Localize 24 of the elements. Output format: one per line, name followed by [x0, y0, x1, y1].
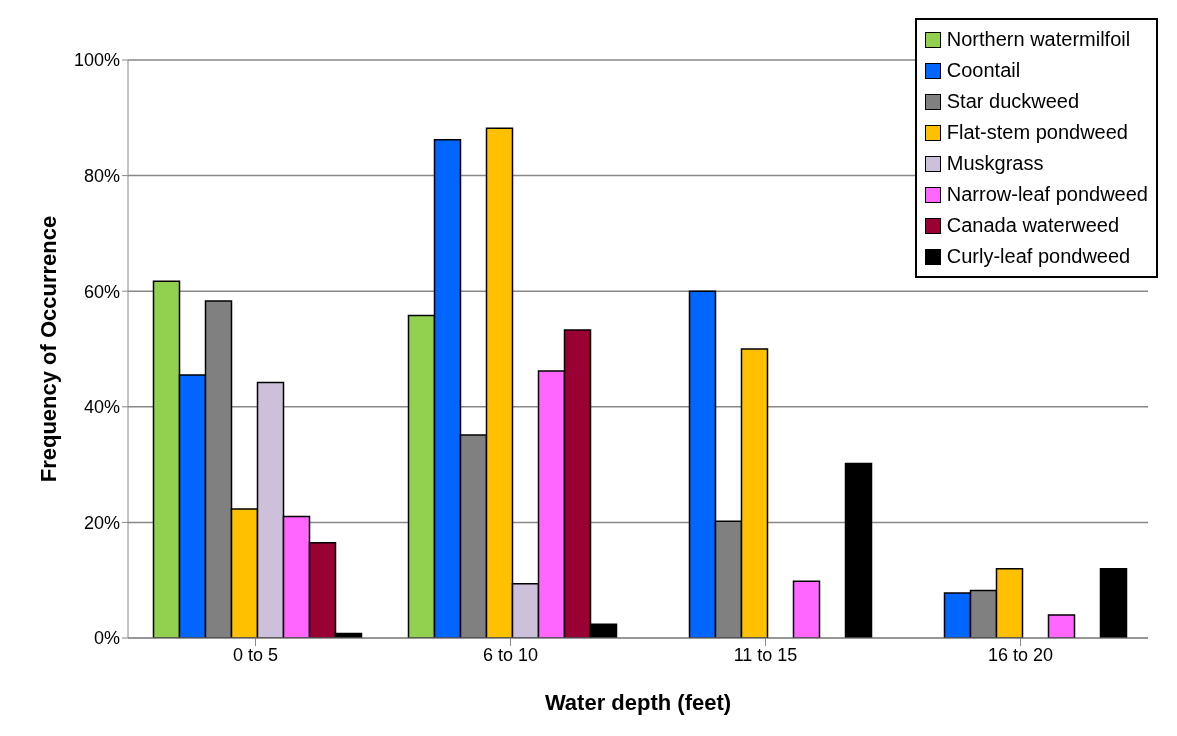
- legend-label: Canada waterweed: [946, 213, 1120, 238]
- legend-label: Coontail: [946, 58, 1021, 83]
- y-tick-label: 60%: [83, 281, 120, 302]
- bar: [1099, 567, 1128, 638]
- y-tick-label: 80%: [83, 165, 120, 186]
- bar: [792, 580, 821, 638]
- bar: [1047, 614, 1076, 638]
- legend-label: Curly-leaf pondweed: [946, 244, 1131, 269]
- x-tick-label: 6 to 10: [482, 644, 539, 665]
- x-tick-label: 0 to 5: [232, 644, 279, 665]
- y-tick-label: 100%: [73, 50, 120, 71]
- x-tick-label: 11 to 15: [733, 644, 798, 665]
- y-tick-label: 0%: [93, 628, 120, 649]
- x-axis-title: Water depth (feet): [544, 690, 732, 715]
- legend-label: Star duckweed: [946, 89, 1080, 114]
- y-tick-label: 20%: [83, 512, 120, 533]
- y-tick-label: 40%: [83, 397, 120, 418]
- legend-label: Flat-stem pondweed: [946, 120, 1128, 145]
- bar: [844, 462, 873, 638]
- y-axis-title: Frequency of Occurrence: [35, 215, 61, 483]
- legend-label: Narrow-leaf pondweed: [946, 182, 1148, 207]
- legend-label: Muskgrass: [946, 151, 1044, 176]
- legend-label: Northern watermilfoil: [946, 27, 1131, 52]
- x-tick-label: 16 to 20: [987, 644, 1054, 665]
